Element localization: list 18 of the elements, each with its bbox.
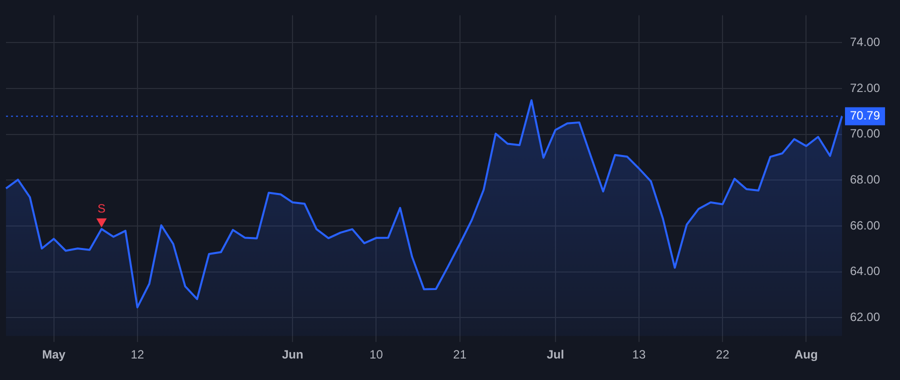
x-tick-label: Jun (282, 348, 304, 362)
x-tick-label: Jul (546, 348, 564, 362)
x-tick-label: 12 (130, 348, 144, 362)
x-tick-label: 13 (632, 348, 646, 362)
y-tick-label: 66.00 (850, 218, 880, 232)
data-label: S (98, 202, 106, 216)
y-tick-label: 62.00 (850, 310, 880, 324)
x-tick-label: 10 (370, 348, 384, 362)
x-tick-label: 22 (716, 348, 730, 362)
x-tick-label: May (42, 348, 66, 362)
ref-line-label: 70.79 (850, 108, 880, 123)
y-tick-label: 70.00 (850, 126, 880, 141)
y-tick-label: 72.00 (850, 80, 880, 95)
x-tick-label: Aug (794, 348, 818, 362)
y-tick-label: 68.00 (850, 172, 880, 186)
y-tick-label: 64.00 (850, 264, 880, 278)
y-tick-label: 74.00 (850, 35, 880, 50)
x-tick-label: 21 (453, 348, 467, 362)
